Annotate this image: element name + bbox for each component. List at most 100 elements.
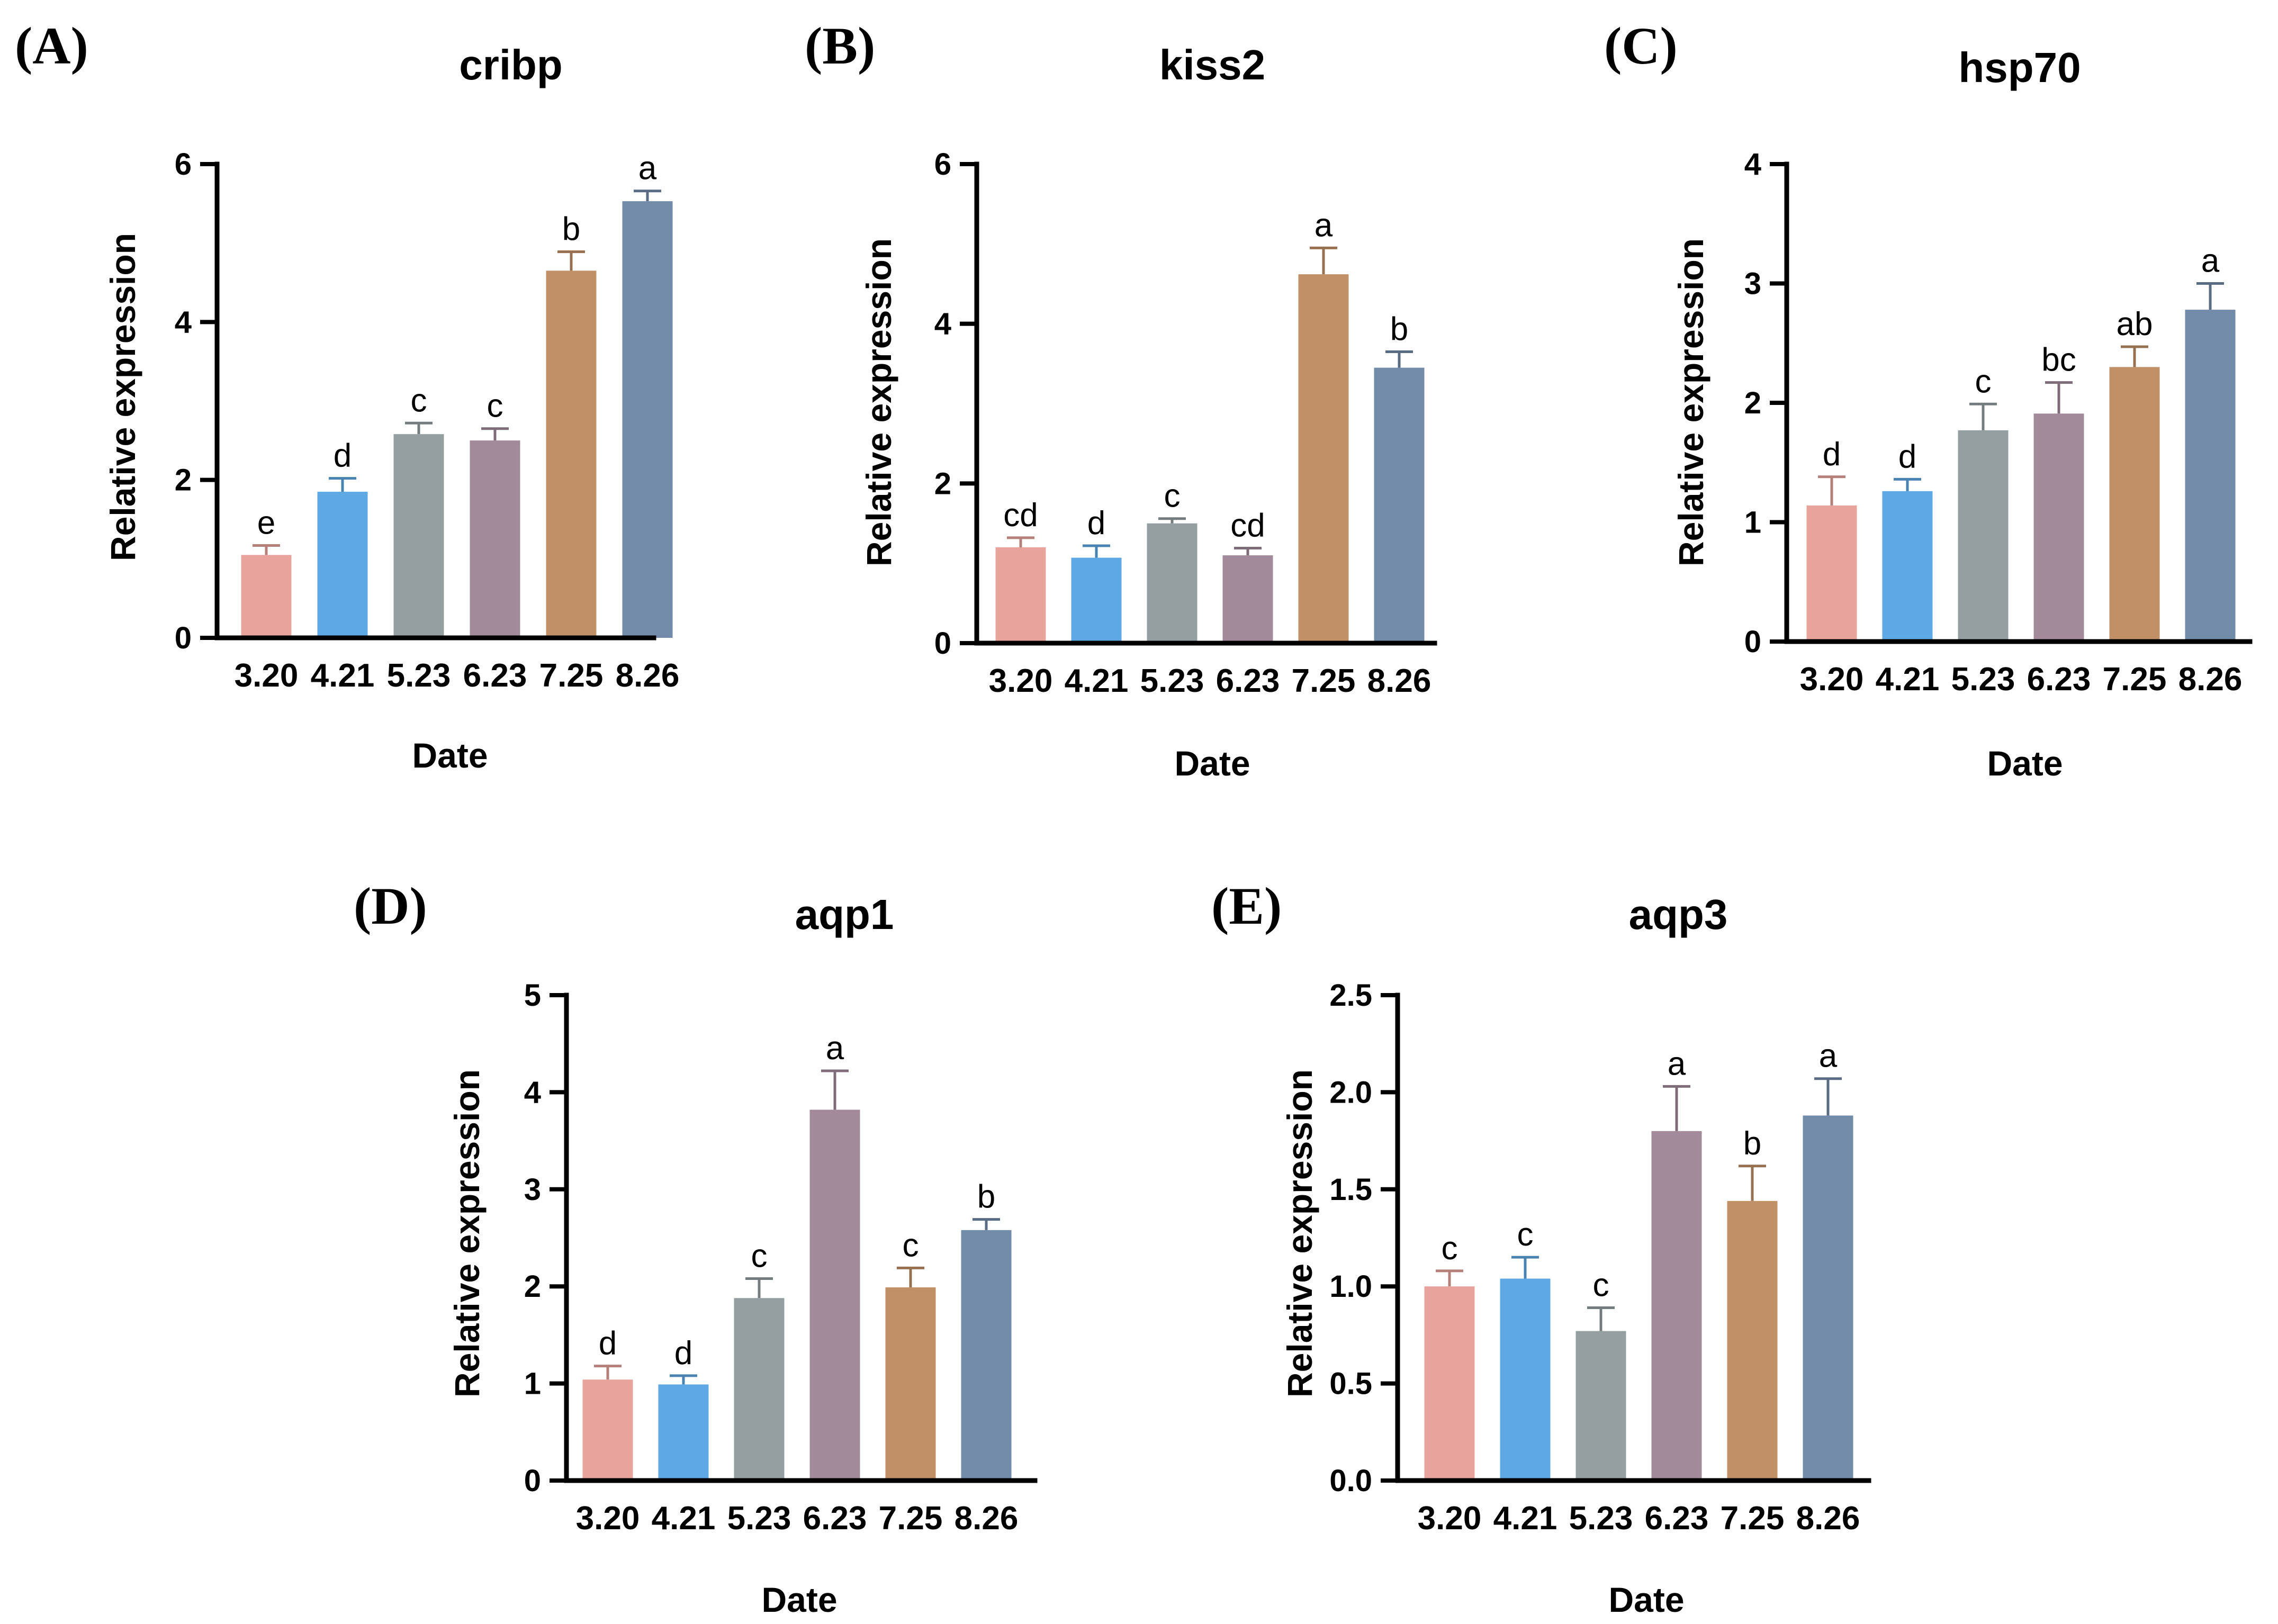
x-category-label: 5.23 — [387, 657, 451, 694]
significance-letter: d — [674, 1335, 692, 1372]
bar — [2185, 310, 2236, 642]
x-category-label: 7.25 — [539, 657, 604, 694]
significance-letter: d — [1087, 505, 1105, 542]
bar — [2033, 413, 2084, 642]
x-category-label: 8.26 — [1796, 1500, 1860, 1537]
significance-letter: d — [1823, 436, 1841, 473]
bar — [582, 1379, 633, 1481]
x-category-label: 8.26 — [2178, 661, 2243, 698]
significance-letter: a — [1668, 1045, 1686, 1082]
bar — [317, 492, 368, 638]
significance-letter: c — [1975, 363, 1992, 400]
panel-label: (B) — [805, 16, 875, 75]
x-category-label: 3.20 — [235, 657, 299, 694]
y-tick-label: 0 — [1744, 625, 1761, 659]
x-category-label: 6.23 — [2027, 661, 2091, 698]
chart-panel-0: (A) cribp 0 2 4 6 e 3.20 d 4.21 c 5.23 c 6.23 b 7.25 a 8.… — [15, 16, 679, 775]
y-tick-label: 0 — [934, 626, 951, 661]
y-tick-label: 1 — [1744, 506, 1761, 540]
x-category-label: 4.21 — [1876, 661, 1940, 698]
significance-letter: c — [751, 1238, 768, 1275]
significance-letter: d — [1898, 438, 1916, 475]
x-category-label: 3.20 — [576, 1500, 640, 1537]
significance-letter: a — [2201, 243, 2220, 279]
bar — [1575, 1331, 1626, 1481]
significance-letter: ab — [2117, 306, 2153, 342]
x-category-label: 5.23 — [1140, 663, 1204, 699]
chart-panel-2: (C) hsp70 0 1 2 3 4 d 3.20 d 4.21 c 5.23 bc 6.23 ab 7.25… — [1604, 16, 2253, 783]
chart-panel-4: (E) aqp3 0.0 0.5 1.0 1.5 2.0 2.5 c 3.20 c 4.21 c 5.23… — [1211, 877, 1871, 1619]
significance-letter: c — [411, 382, 427, 419]
chart-title: hsp70 — [1958, 44, 2081, 91]
y-tick-label: 1 — [524, 1367, 541, 1401]
x-category-label: 8.26 — [616, 657, 680, 694]
x-category-label: 7.25 — [1292, 663, 1356, 699]
panel-label: (A) — [15, 16, 88, 75]
y-tick-label: 6 — [175, 147, 192, 182]
bar — [1651, 1131, 1702, 1481]
significance-letter: bc — [2041, 342, 2076, 378]
significance-letter: a — [1314, 207, 1333, 243]
y-tick-label: 2 — [934, 466, 951, 501]
y-tick-label: 2 — [524, 1269, 541, 1304]
bar — [658, 1384, 709, 1481]
x-category-label: 6.23 — [1216, 663, 1280, 699]
x-axis-title: Date — [761, 1580, 837, 1619]
bar — [1222, 555, 1273, 643]
y-axis-title: Relative expression — [103, 233, 142, 561]
significance-letter: e — [257, 504, 275, 541]
y-tick-label: 6 — [934, 147, 951, 182]
bar — [1298, 274, 1349, 643]
y-tick-label: 2.5 — [1329, 978, 1372, 1013]
significance-letter: d — [334, 438, 352, 474]
x-category-label: 3.20 — [1800, 661, 1864, 698]
y-tick-label: 5 — [524, 978, 541, 1013]
chart-panel-3: (D) aqp1 0 1 2 3 4 5 d 3.20 d 4.21 c 5.23 a 6.23 c 7.25 b 8… — [354, 877, 1038, 1619]
y-tick-label: 4 — [175, 305, 192, 339]
bar — [1803, 1115, 1853, 1481]
bar — [1147, 523, 1197, 643]
significance-letter: cd — [1230, 508, 1265, 544]
x-category-label: 7.25 — [879, 1500, 943, 1537]
panel-label: (E) — [1211, 877, 1282, 935]
bar — [734, 1298, 785, 1481]
y-tick-label: 1.0 — [1329, 1269, 1372, 1304]
y-tick-label: 3 — [524, 1172, 541, 1207]
significance-letter: a — [638, 150, 657, 187]
significance-letter: c — [1164, 478, 1181, 515]
bar — [885, 1287, 936, 1481]
bar — [1374, 367, 1425, 643]
bar — [1806, 505, 1857, 642]
x-category-label: 5.23 — [727, 1500, 791, 1537]
y-tick-label: 4 — [1744, 147, 1761, 182]
bar — [1958, 430, 2009, 642]
y-tick-label: 2 — [175, 463, 192, 498]
y-tick-label: 0.5 — [1329, 1367, 1372, 1401]
bar — [2109, 367, 2160, 642]
significance-letter: b — [1390, 311, 1408, 347]
x-axis-title: Date — [1987, 744, 2063, 783]
bar — [241, 555, 292, 638]
x-category-label: 7.25 — [2103, 661, 2167, 698]
y-tick-label: 0 — [175, 621, 192, 655]
significance-letter: b — [1743, 1125, 1761, 1162]
significance-letter: c — [1593, 1267, 1609, 1304]
x-axis-title: Date — [412, 736, 488, 775]
y-tick-label: 0 — [524, 1464, 541, 1498]
bar — [1071, 557, 1122, 643]
chart-title: aqp1 — [795, 891, 894, 938]
bar — [995, 547, 1046, 643]
bar — [622, 201, 673, 638]
y-tick-label: 1.5 — [1329, 1172, 1372, 1207]
y-tick-label: 4 — [524, 1075, 541, 1109]
x-category-label: 5.23 — [1569, 1500, 1633, 1537]
panel-label: (C) — [1604, 16, 1678, 75]
y-axis-title: Relative expression — [1280, 1069, 1319, 1397]
y-tick-label: 2 — [1744, 386, 1761, 420]
significance-letter: c — [1442, 1230, 1458, 1267]
significance-letter: c — [1517, 1216, 1534, 1253]
bar — [546, 270, 597, 638]
bar — [393, 434, 444, 638]
significance-letter: d — [599, 1325, 617, 1362]
